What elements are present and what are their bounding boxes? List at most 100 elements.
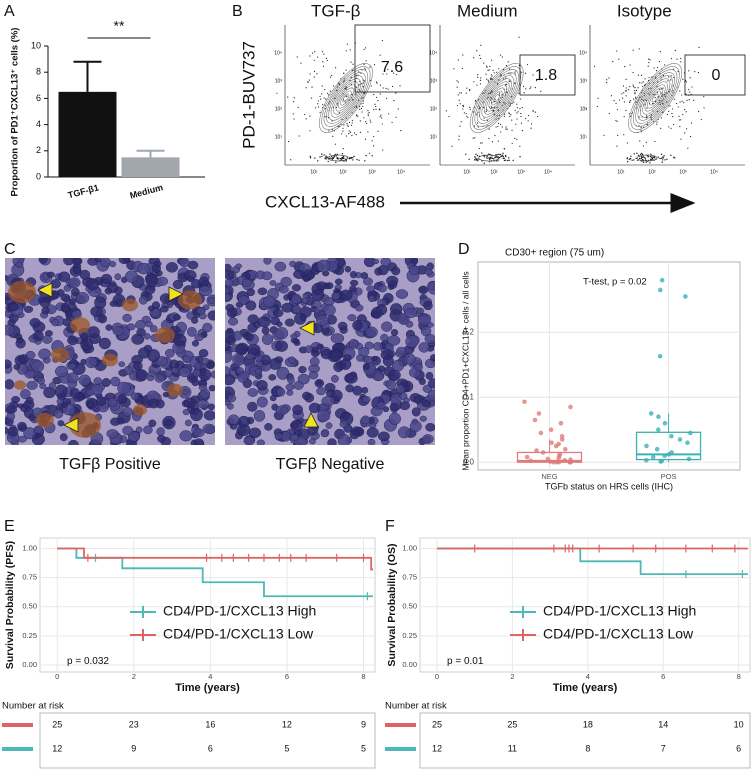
flow-event xyxy=(364,67,366,69)
flow-event xyxy=(656,123,658,125)
nucleus xyxy=(364,341,374,350)
nucleus xyxy=(349,279,359,287)
flow-event xyxy=(507,61,509,63)
flow-event xyxy=(357,115,359,117)
flow-event xyxy=(636,152,638,155)
nucleus xyxy=(309,438,316,445)
nucleus xyxy=(5,379,15,390)
risk-count: 12 xyxy=(282,719,292,729)
nucleus xyxy=(148,419,157,428)
nucleus xyxy=(278,285,289,294)
flow-y-tick-label: 10¹ xyxy=(430,134,438,140)
flow-event xyxy=(326,156,328,158)
nucleus xyxy=(235,263,242,269)
data-point xyxy=(532,417,538,423)
flow-event xyxy=(535,80,538,82)
flow-contour xyxy=(644,84,666,112)
flow-event xyxy=(625,95,627,97)
flow-event xyxy=(290,159,292,161)
flow-event xyxy=(532,110,534,112)
nucleus xyxy=(418,342,430,353)
nucleus xyxy=(154,260,162,267)
nucleus xyxy=(200,363,208,370)
flow-event xyxy=(363,48,365,50)
flow-event xyxy=(365,121,367,123)
ihc-image xyxy=(225,258,435,445)
nucleus xyxy=(23,305,34,313)
flow-y-tick-label: 10³ xyxy=(430,78,438,84)
nucleus xyxy=(253,410,266,422)
flow-event xyxy=(350,61,352,63)
flow-event xyxy=(630,115,632,117)
flow-event xyxy=(323,53,325,55)
flow-event xyxy=(352,157,354,159)
y-tick-label: 1.00 xyxy=(22,543,37,552)
flow-x-tick-label: 10² xyxy=(339,169,347,175)
nucleus xyxy=(157,434,166,443)
nucleus xyxy=(344,265,352,273)
nucleus xyxy=(98,314,108,324)
flow-event xyxy=(501,56,503,58)
nucleus xyxy=(355,304,364,312)
flow-contour xyxy=(337,87,355,109)
flow-event xyxy=(490,59,493,61)
flow-event xyxy=(388,113,390,115)
nucleus xyxy=(116,417,125,425)
flow-event xyxy=(334,143,336,145)
flow-event xyxy=(684,109,686,111)
flow-event xyxy=(678,115,680,117)
nucleus xyxy=(329,349,343,362)
nucleus xyxy=(36,377,45,385)
flow-event xyxy=(690,122,693,124)
nucleus xyxy=(143,425,153,435)
flow-event xyxy=(342,156,345,158)
flow-event xyxy=(328,94,330,96)
nucleus xyxy=(144,320,153,328)
flow-event xyxy=(497,159,499,162)
flow-event xyxy=(320,98,322,100)
nucleus xyxy=(391,329,399,337)
flow-event xyxy=(309,73,311,75)
flow-event xyxy=(486,155,488,157)
data-point xyxy=(549,440,554,446)
nucleus xyxy=(191,340,199,347)
flow-event xyxy=(606,82,608,84)
flow-event xyxy=(486,119,488,122)
flow-x-tick-label: 10⁴ xyxy=(397,169,405,175)
nucleus xyxy=(345,384,354,393)
nucleus xyxy=(202,423,215,434)
nucleus xyxy=(107,397,118,407)
flow-event xyxy=(641,82,643,84)
flow-event xyxy=(597,97,599,99)
flow-event xyxy=(367,113,369,115)
x-tick-label: NEG xyxy=(541,472,557,481)
flow-event xyxy=(325,155,327,157)
flow-event xyxy=(495,160,498,162)
flow-event xyxy=(661,159,664,161)
flow-event xyxy=(310,97,313,99)
flow-event xyxy=(476,84,478,86)
data-point xyxy=(534,448,539,453)
flow-event xyxy=(510,114,512,116)
flow-event xyxy=(397,108,399,110)
flow-event xyxy=(324,116,326,118)
nucleus xyxy=(316,343,324,350)
nucleus xyxy=(71,287,80,297)
flow-event xyxy=(497,125,499,128)
nucleus xyxy=(291,284,302,292)
nucleus xyxy=(370,406,383,417)
flow-event xyxy=(472,111,474,113)
x-tick-label: Medium xyxy=(129,182,164,200)
nucleus xyxy=(146,375,155,382)
nucleus xyxy=(227,414,240,425)
x-tick-label: 2 xyxy=(132,672,136,681)
risk-count: 7 xyxy=(661,743,666,753)
flow-event xyxy=(345,135,348,137)
flow-event xyxy=(476,154,479,157)
nucleus xyxy=(203,410,215,421)
nucleus xyxy=(301,297,309,304)
nucleus xyxy=(198,368,212,382)
y-tick-label: 0.50 xyxy=(22,602,37,611)
nucleus xyxy=(225,279,234,287)
nucleus xyxy=(417,314,431,326)
